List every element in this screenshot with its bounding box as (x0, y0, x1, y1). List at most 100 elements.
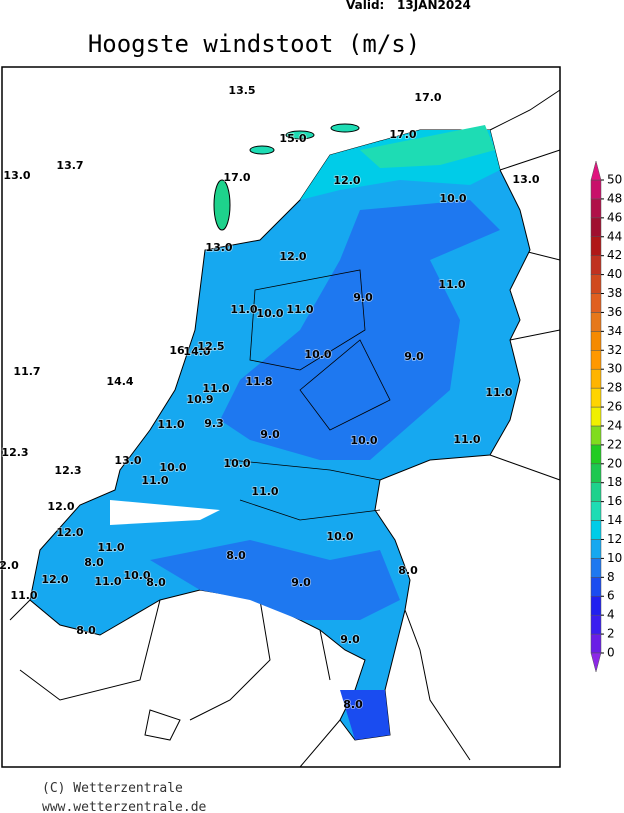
colorbar-band (590, 425, 602, 446)
map-title: Hoogste windstoot (m/s) (88, 30, 420, 58)
station-value: 9.0 (340, 633, 360, 646)
colorbar-tick-label: 30 (607, 362, 622, 376)
colorbar-tick-label: 50 (607, 173, 622, 187)
island (249, 145, 275, 155)
estuary (110, 500, 220, 525)
station-value: 11.8 (245, 375, 272, 388)
colorbar-tick-label: 26 (607, 400, 622, 414)
station-value: 11.0 (230, 303, 257, 316)
station-value: 9.0 (353, 291, 373, 304)
colorbar-band (590, 558, 602, 578)
colorbar-band (590, 331, 602, 351)
colorbar-below (590, 652, 602, 673)
island (330, 123, 360, 133)
station-value: 11.0 (286, 303, 313, 316)
colorbar-tick-label: 34 (607, 324, 622, 338)
station-value: 12.0 (333, 174, 360, 187)
colorbar-band (590, 217, 602, 238)
station-value: 10.0 (223, 457, 250, 470)
station-value: 11.0 (202, 382, 229, 395)
land (9, 89, 561, 768)
border-lines (9, 89, 561, 768)
station-value: 11.0 (251, 485, 278, 498)
station-value: 16 (169, 344, 185, 357)
province-lines (229, 269, 391, 521)
station-value: 13.5 (228, 84, 255, 97)
station-value: 12.0 (41, 573, 68, 586)
colorbar-tick-label: 38 (607, 286, 622, 300)
station-value: 12.0 (47, 500, 74, 513)
zone-14 (360, 125, 495, 168)
station-value: 11.0 (97, 541, 124, 554)
colorbar-tick-label: 10 (607, 551, 622, 565)
colorbar-tick-label: 18 (607, 475, 622, 489)
zone-8 (220, 200, 500, 460)
colorbar-band (590, 255, 602, 275)
colorbar-band (590, 236, 602, 256)
station-value: 8.0 (343, 698, 363, 711)
colorbar-tick-label: 14 (607, 513, 622, 527)
station-value: 10.0 (304, 348, 331, 361)
colorbar-band (590, 350, 602, 370)
colorbar-band (590, 501, 602, 521)
colorbar-tick-label: 44 (607, 229, 622, 243)
station-value: 17.0 (223, 171, 250, 184)
station-value: 9.3 (204, 417, 224, 430)
colorbar-band (590, 274, 602, 294)
colorbar-band (590, 520, 602, 540)
colorbar-tick-label: 28 (607, 381, 622, 395)
station-value: 8.0 (146, 576, 166, 589)
zone-8-south (150, 540, 400, 620)
station-value: 11.7 (13, 365, 40, 378)
colorbar-tick-label: 6 (607, 589, 615, 603)
station-value: 10.0 (256, 307, 283, 320)
copyright: (C) Wetterzentrale (42, 781, 183, 796)
station-value: 13.0 (512, 173, 539, 186)
netherlands (29, 123, 531, 741)
credit-url: www.wetterzentrale.de (42, 800, 207, 813)
station-value: 10.0 (123, 569, 150, 582)
station-value: 13.0 (3, 169, 30, 182)
station-value: 13.0 (114, 454, 141, 467)
colorbar-tick-label: 48 (607, 191, 622, 205)
colorbar-band (590, 539, 602, 559)
station-value: 2.0 (0, 559, 19, 572)
station-value: 12.0 (56, 526, 83, 539)
station-value: 8.0 (398, 564, 418, 577)
colorbar-band (590, 482, 602, 502)
station-value: 10.9 (186, 393, 213, 406)
station-value: 11.0 (141, 474, 168, 487)
colorbar-tick-label: 46 (607, 210, 622, 224)
station-value: 10.0 (159, 461, 186, 474)
colorbar-band (590, 179, 602, 200)
zone-6 (340, 690, 390, 740)
station-value: 10.0 (326, 530, 353, 543)
colorbar-band (590, 406, 602, 427)
station-value: 17.0 (389, 128, 416, 141)
station-value: 11.0 (453, 433, 480, 446)
station-value: 12.3 (54, 464, 81, 477)
colorbar-band (590, 595, 602, 616)
colorbar-above (590, 160, 602, 181)
colorbar-band (590, 387, 602, 408)
colorbar-tick-label: 8 (607, 570, 615, 584)
station-value: 17.0 (414, 91, 441, 104)
colorbar-band (590, 633, 602, 654)
station-value: 8.0 (84, 556, 104, 569)
colorbar-band (590, 312, 602, 332)
valid-date: 13JAN2024 (397, 0, 471, 12)
colorbar-tick-label: 24 (607, 418, 622, 432)
station-value: 9.0 (291, 576, 311, 589)
station-value: 13.0 (205, 241, 232, 254)
station-labels: 13.5 17.0 15.0 17.0 13.0 13.7 17.0 12.0 13.0 10.0… (0, 83, 541, 712)
colorbar: 0246810121416182022242628303234363840424… (590, 160, 622, 673)
station-value: 9.0 (404, 350, 424, 363)
island (213, 179, 231, 231)
valid-label: Valid: (346, 0, 384, 12)
colorbar-tick-label: 20 (607, 456, 622, 470)
station-value: 12.5 (197, 340, 224, 353)
station-value: 14.4 (106, 375, 133, 388)
station-value: 8.0 (76, 624, 96, 637)
colorbar-band (590, 368, 602, 389)
